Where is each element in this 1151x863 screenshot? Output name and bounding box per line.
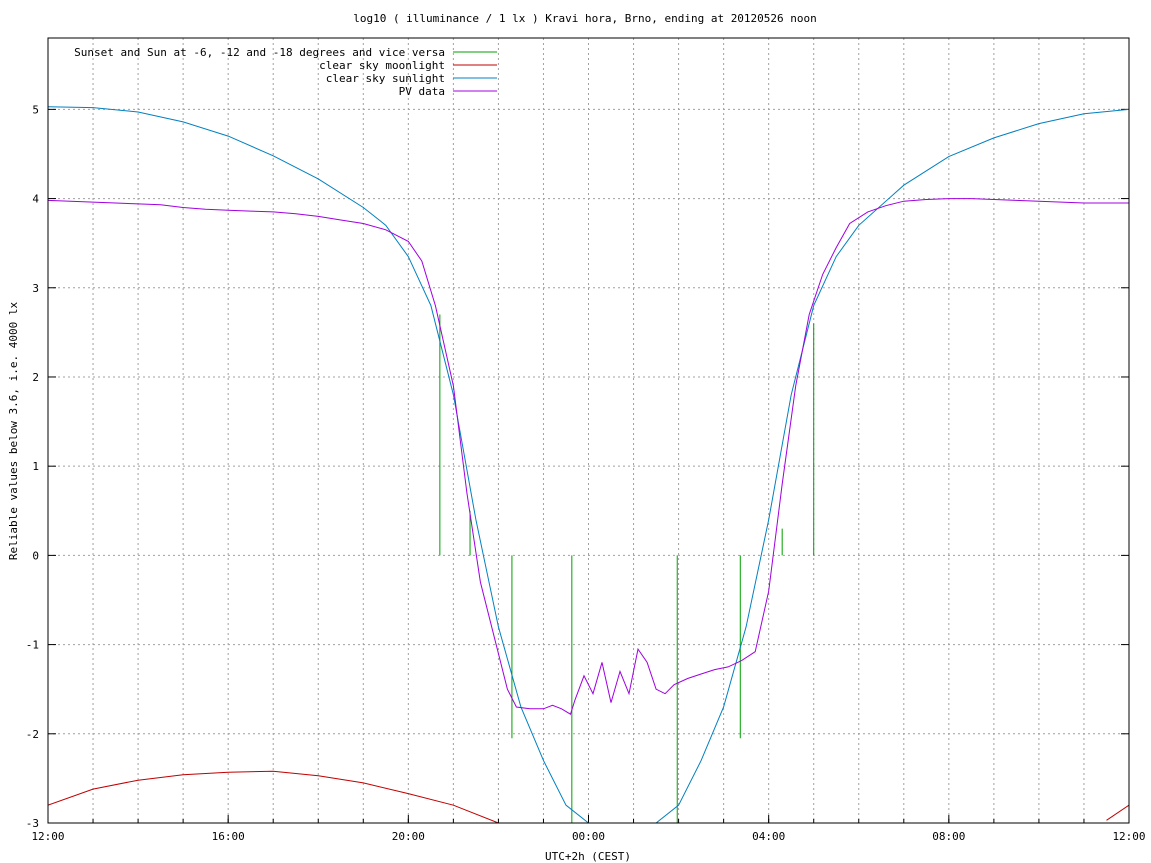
y-tick-label: -3: [26, 817, 39, 830]
y-tick-label: 1: [32, 460, 39, 473]
x-axis-label: UTC+2h (CEST): [545, 850, 631, 863]
x-tick-label: 16:00: [212, 830, 245, 843]
series-layer: [48, 106, 1129, 823]
series-line-clear-sky-moonlight: [1106, 804, 1129, 821]
plot-frame: [47, 37, 1130, 824]
legend: Sunset and Sun at -6, -12 and -18 degree…: [74, 46, 497, 98]
legend-label: PV data: [399, 85, 445, 98]
x-tick-label: 08:00: [932, 830, 965, 843]
y-tick-label: -2: [26, 728, 39, 741]
series-line-pv-data: [48, 198, 1129, 715]
x-tick-label: 20:00: [392, 830, 425, 843]
y-axis-label: Reliable values below 3.6, i.e. 4000 lx: [7, 301, 20, 560]
chart-title: log10 ( illuminance / 1 lx ) Kravi hora,…: [353, 12, 817, 25]
y-tick-label: 4: [32, 193, 39, 206]
x-tick-labels: 12:00 16:00 20:00 00:00 04:00 08:00 12:00: [31, 830, 1145, 843]
y-tick-label: 2: [32, 371, 39, 384]
series-line-clear-sky-moonlight: [48, 770, 499, 823]
y-tick-label: 5: [32, 103, 39, 116]
x-tick-label: 12:00: [1112, 830, 1145, 843]
x-tick-label: 00:00: [572, 830, 605, 843]
y-tick-label: -1: [26, 639, 39, 652]
y-tick-labels: -3 -2 -1 0 1 2 3 4 5: [26, 103, 40, 830]
x-tick-label: 04:00: [752, 830, 785, 843]
x-tick-label: 12:00: [31, 830, 64, 843]
legend-label: Sunset and Sun at -6, -12 and -18 degree…: [74, 46, 445, 59]
y-tick-label: 0: [32, 549, 39, 562]
plot-area: [48, 106, 1129, 823]
legend-label: clear sky sunlight: [326, 72, 445, 85]
legend-label: clear sky moonlight: [319, 59, 445, 72]
y-tick-label: 3: [32, 282, 39, 295]
series-line-clear-sky-sunlight: [48, 106, 1129, 823]
